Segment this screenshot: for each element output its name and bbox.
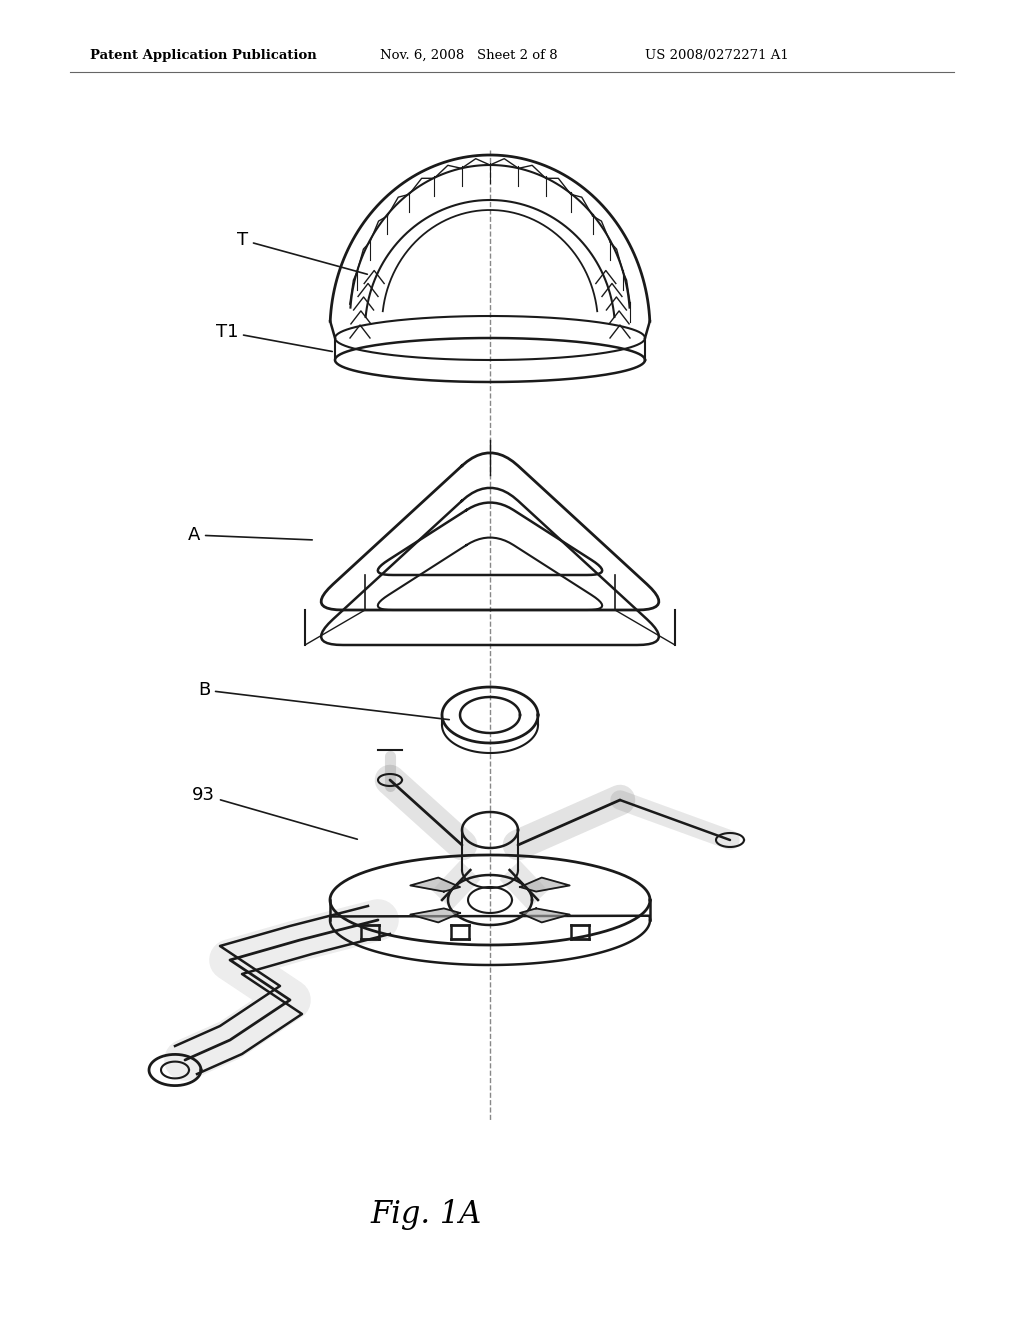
Text: Patent Application Publication: Patent Application Publication	[90, 49, 316, 62]
Polygon shape	[411, 908, 460, 923]
Text: B: B	[198, 681, 450, 719]
Polygon shape	[411, 878, 460, 891]
Text: Fig. 1A: Fig. 1A	[370, 1200, 481, 1230]
Text: 93: 93	[193, 785, 357, 840]
Text: T: T	[237, 231, 368, 275]
Text: A: A	[187, 525, 312, 544]
Polygon shape	[520, 908, 569, 923]
Text: Nov. 6, 2008   Sheet 2 of 8: Nov. 6, 2008 Sheet 2 of 8	[380, 49, 558, 62]
Text: US 2008/0272271 A1: US 2008/0272271 A1	[645, 49, 788, 62]
Text: T1: T1	[215, 323, 332, 351]
Polygon shape	[520, 878, 569, 891]
